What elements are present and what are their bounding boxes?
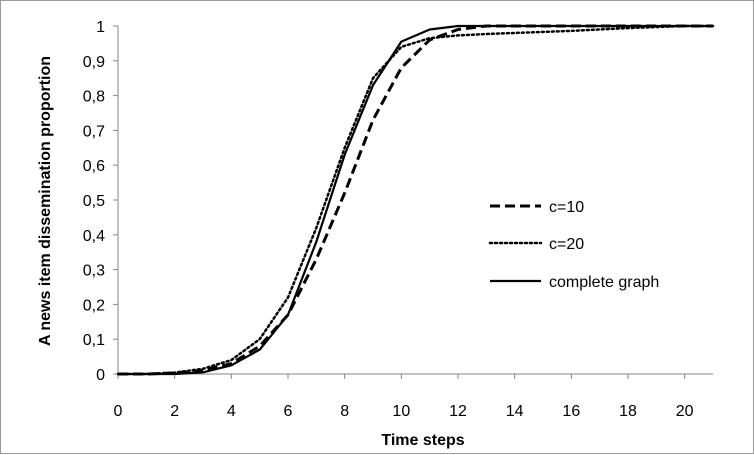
chart-legend: c=10 c=20 complete graph	[488, 199, 659, 291]
x-tick-label: 8	[340, 403, 349, 420]
x-tick-label: 20	[676, 403, 694, 420]
y-tick-label: 0,9	[83, 54, 105, 71]
x-tick-label: 16	[562, 403, 580, 420]
x-tick-label: 4	[227, 403, 236, 420]
y-axis-title: A news item dissemination proportion	[37, 56, 54, 346]
y-tick-label: 0,4	[83, 228, 105, 245]
x-tick-label: 6	[284, 403, 293, 420]
x-axis-title: Time steps	[381, 432, 464, 449]
x-tick-label: 2	[170, 403, 179, 420]
series-line-complete-graph	[118, 24, 713, 376]
x-tick-label: 18	[619, 403, 637, 420]
y-axis-ticks: 0 0,1 0,2 0,3 0,4 0,5 0,6 0,7 0,8 0,9 1	[83, 19, 118, 384]
legend-label: c=10	[549, 199, 584, 216]
x-tick-label: 0	[114, 403, 123, 420]
y-tick-label: 0,1	[83, 332, 105, 349]
y-tick-label: 0,7	[83, 123, 105, 140]
y-tick-label: 1	[96, 19, 105, 36]
y-tick-label: 0	[96, 367, 105, 384]
x-axis-ticks: 0 2 4 6 8 10 12 14 16 18 20	[114, 374, 694, 420]
series-line-c-10	[118, 24, 713, 376]
series-line-c-20	[116, 24, 715, 376]
y-tick-label: 0,2	[83, 297, 105, 314]
x-tick-label: 12	[449, 403, 467, 420]
x-tick-label: 14	[506, 403, 524, 420]
x-tick-label: 10	[392, 403, 410, 420]
y-tick-label: 0,3	[83, 263, 105, 280]
legend-label: c=20	[549, 236, 584, 253]
legend-label: complete graph	[549, 274, 659, 291]
series-lines	[116, 24, 715, 376]
y-tick-label: 0,8	[83, 89, 105, 106]
chart-axes	[117, 26, 713, 375]
y-tick-label: 0,6	[83, 158, 105, 175]
y-tick-label: 0,5	[83, 193, 105, 210]
